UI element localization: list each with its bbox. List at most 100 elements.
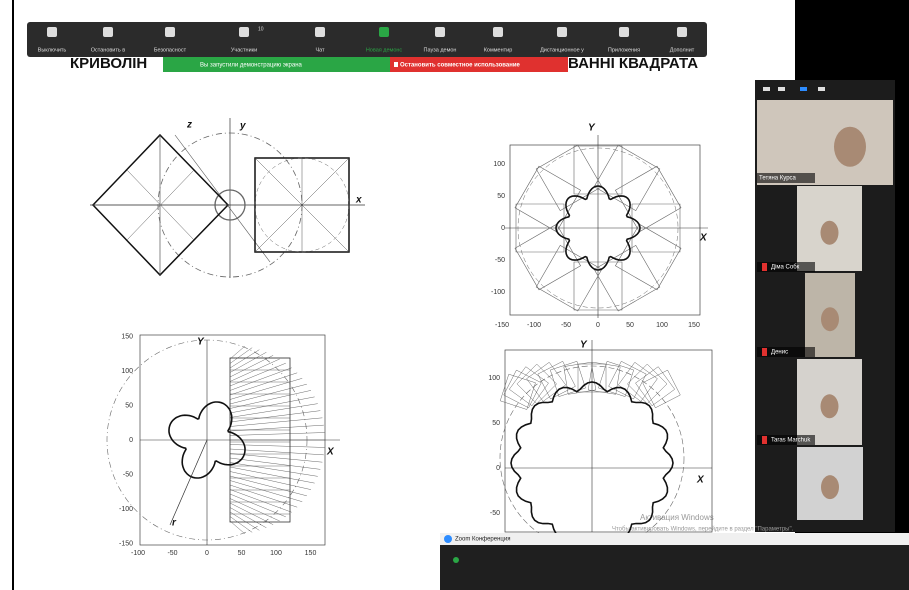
toolbar-icon[interactable] bbox=[379, 27, 389, 37]
toolbar bbox=[27, 22, 707, 57]
toolbar-label[interactable]: Пауза демон bbox=[424, 47, 457, 53]
x-tick-label: -50 bbox=[561, 322, 571, 329]
fan-line bbox=[229, 511, 260, 531]
axis-label: r bbox=[172, 518, 177, 529]
y-tick-label: 50 bbox=[125, 402, 133, 409]
face bbox=[834, 126, 866, 167]
left-edge bbox=[12, 0, 14, 590]
stop-share[interactable]: Остановить совместное использование bbox=[400, 63, 521, 69]
toolbar-label[interactable]: Участники bbox=[231, 47, 257, 53]
x-tick-label: -100 bbox=[527, 322, 541, 329]
fan-line bbox=[229, 498, 280, 522]
y-tick-label: -100 bbox=[491, 289, 505, 296]
y-tick-label: 150 bbox=[121, 333, 133, 340]
envelope bbox=[555, 185, 641, 271]
fan-line bbox=[229, 520, 245, 534]
plot-frame bbox=[504, 349, 713, 533]
face bbox=[820, 220, 839, 245]
axis-label: X bbox=[696, 475, 705, 486]
fan-line bbox=[229, 484, 298, 508]
toolbar-icon[interactable] bbox=[165, 27, 175, 37]
toolbar-label[interactable]: Дистанционное у bbox=[540, 47, 584, 53]
fan-line bbox=[229, 378, 303, 400]
fan-line bbox=[229, 355, 274, 378]
square-outline bbox=[573, 145, 623, 195]
fan-line bbox=[229, 507, 267, 528]
slide-title-left: КРИВОЛІН bbox=[70, 55, 147, 72]
square-outline bbox=[642, 369, 681, 409]
toolbar-label[interactable]: Дополнит bbox=[670, 47, 695, 53]
fan-line bbox=[229, 432, 325, 436]
toolbar-label[interactable]: Новая демонс bbox=[366, 47, 403, 53]
share-status: Вы запустили демонстрацию экрана bbox=[200, 63, 303, 69]
axis-label: Y bbox=[580, 340, 588, 351]
square-outline bbox=[549, 360, 586, 397]
square-outline bbox=[515, 203, 565, 253]
stop-share-button[interactable] bbox=[390, 57, 568, 72]
panel-control[interactable] bbox=[778, 87, 785, 91]
toolbar-icon[interactable] bbox=[435, 27, 445, 37]
toolbar-icon[interactable] bbox=[239, 27, 249, 37]
name-tag-bg bbox=[757, 347, 815, 357]
fan-line bbox=[229, 480, 303, 502]
toolbar-label[interactable]: Приложения bbox=[608, 47, 640, 53]
toolbar-icon[interactable] bbox=[557, 27, 567, 37]
x-tick-label: 0 bbox=[596, 322, 600, 329]
x-tick-label: -150 bbox=[495, 322, 509, 329]
panel-control[interactable] bbox=[800, 87, 807, 91]
toolbar-icon[interactable] bbox=[315, 27, 325, 37]
y-tick-label: 0 bbox=[129, 437, 133, 444]
mic-muted bbox=[762, 348, 767, 356]
square-outline bbox=[563, 361, 597, 395]
secure-icon bbox=[453, 557, 459, 563]
square-outline bbox=[535, 144, 603, 212]
plot-frame bbox=[509, 144, 701, 316]
toolbar-icon[interactable] bbox=[619, 27, 629, 37]
participant-name: Тетяна Курса bbox=[759, 176, 797, 182]
y-tick-label: -100 bbox=[119, 506, 133, 513]
watermark-title: Активация Windows bbox=[640, 513, 714, 522]
square-outline bbox=[537, 360, 576, 400]
fan-line bbox=[229, 346, 245, 360]
toolbar-icon[interactable] bbox=[493, 27, 503, 37]
envelope bbox=[168, 401, 246, 479]
fan-line bbox=[229, 489, 292, 513]
toolbar-label[interactable]: Безопасност bbox=[154, 47, 187, 53]
face bbox=[820, 394, 839, 419]
toolbar-icon[interactable] bbox=[677, 27, 687, 37]
fan-line bbox=[229, 403, 318, 418]
toolbar-icon[interactable] bbox=[103, 27, 113, 37]
square-outline bbox=[508, 366, 549, 407]
square-outline bbox=[617, 361, 658, 402]
fan-line bbox=[229, 493, 286, 518]
x-tick-label: 100 bbox=[270, 550, 282, 557]
slide-title-right: ВАННІ КВАДРАТА bbox=[568, 55, 698, 72]
name-tag-bg bbox=[757, 173, 815, 183]
participants-count: 10 bbox=[258, 26, 264, 32]
zoom-icon bbox=[444, 535, 452, 543]
toolbar-icon[interactable] bbox=[47, 27, 57, 37]
panel-control[interactable] bbox=[818, 87, 825, 91]
axis-label: y bbox=[239, 121, 246, 132]
participant-name: Денис bbox=[771, 350, 788, 356]
x-tick-label: 150 bbox=[688, 322, 700, 329]
fan-line bbox=[229, 367, 292, 391]
circle bbox=[517, 147, 679, 309]
toolbar-label[interactable]: Выключить bbox=[38, 47, 67, 53]
axis-label: Y bbox=[197, 337, 205, 348]
video-tile bbox=[757, 100, 893, 185]
fan-line bbox=[229, 358, 280, 382]
square-outline bbox=[593, 244, 661, 312]
panel-control[interactable] bbox=[763, 87, 770, 91]
window-title: Zoom Конференция bbox=[455, 537, 510, 543]
square-outline bbox=[526, 361, 567, 402]
toolbar-label[interactable]: Остановить в bbox=[91, 47, 126, 53]
line bbox=[126, 169, 195, 241]
square-outline bbox=[598, 360, 635, 397]
y-tick-label: 0 bbox=[496, 465, 500, 472]
participant-name: Діма Собк bbox=[771, 265, 800, 271]
square-outline bbox=[635, 366, 676, 407]
toolbar-label[interactable]: Комментир bbox=[484, 47, 513, 53]
toolbar-label[interactable]: Чат bbox=[315, 47, 325, 53]
fan-line bbox=[229, 349, 260, 369]
